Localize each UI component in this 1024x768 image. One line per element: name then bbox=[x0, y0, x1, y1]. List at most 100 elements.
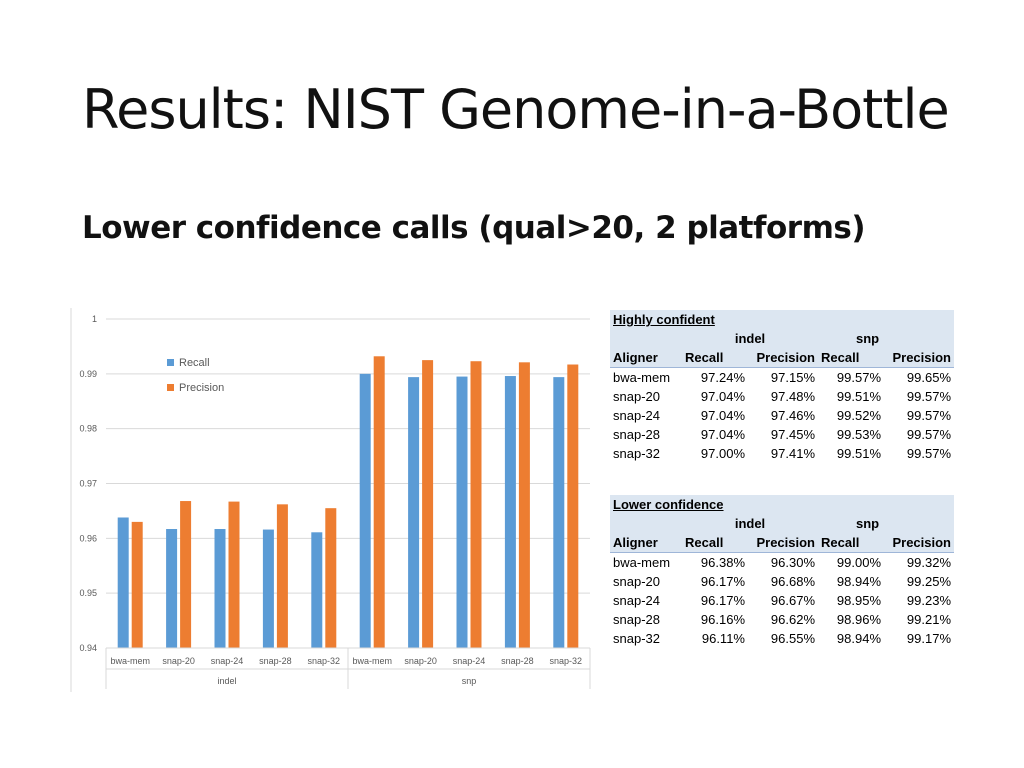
cell-indel-recall: 97.04% bbox=[700, 389, 745, 404]
header-indel-precision: Precision bbox=[748, 533, 818, 553]
table-row: bwa-mem 97.24% 97.15% 99.57% 99.65% bbox=[610, 368, 954, 388]
bar-recall bbox=[117, 517, 129, 648]
cell-indel-precision: 96.55% bbox=[770, 631, 815, 646]
bar-precision bbox=[422, 360, 434, 648]
bar-precision bbox=[180, 501, 192, 648]
cell-snp-precision: 99.57% bbox=[906, 389, 951, 404]
table-title: Lower confidence bbox=[610, 495, 748, 514]
cell-indel-precision: 96.67% bbox=[770, 593, 815, 608]
group-label-indel: indel bbox=[682, 514, 818, 533]
cell-aligner: snap-32 bbox=[613, 446, 660, 461]
header-indel-recall: Recall bbox=[682, 348, 748, 368]
cell-indel-precision: 96.68% bbox=[770, 574, 815, 589]
cell-snp-recall: 98.96% bbox=[836, 612, 881, 627]
cell-snp-recall: 99.52% bbox=[836, 408, 881, 423]
table-row: snap-32 97.00% 97.41% 99.51% 99.57% bbox=[610, 444, 954, 463]
bar-precision bbox=[567, 364, 579, 648]
cell-snp-precision: 99.25% bbox=[906, 574, 951, 589]
cell-indel-recall: 97.00% bbox=[700, 446, 745, 461]
y-tick-label: 0.96 bbox=[79, 533, 97, 543]
bar-precision bbox=[228, 501, 240, 648]
cell-aligner: snap-20 bbox=[613, 574, 660, 589]
group-label-snp: snp bbox=[818, 329, 954, 348]
x-tick-label: snap-20 bbox=[162, 656, 195, 666]
cell-indel-precision: 97.48% bbox=[770, 389, 815, 404]
y-tick-label: 0.95 bbox=[79, 588, 97, 598]
cell-indel-precision: 96.62% bbox=[770, 612, 815, 627]
table-row: snap-24 96.17% 96.67% 98.95% 99.23% bbox=[610, 591, 954, 610]
cell-indel-recall: 96.16% bbox=[700, 612, 745, 627]
bar-precision bbox=[470, 361, 482, 648]
header-snp-recall: Recall bbox=[818, 533, 884, 553]
x-tick-label: snap-28 bbox=[501, 656, 534, 666]
y-tick-label: 0.99 bbox=[79, 369, 97, 379]
header-indel-precision: Precision bbox=[748, 348, 818, 368]
table-body: bwa-mem 97.24% 97.15% 99.57% 99.65% snap-20 97… bbox=[610, 368, 954, 464]
header-aligner: Aligner bbox=[610, 533, 682, 553]
slide-title: Results: NIST Genome-in-a-Bottle bbox=[82, 78, 950, 141]
cell-aligner: snap-24 bbox=[613, 593, 660, 608]
cell-snp-precision: 99.57% bbox=[906, 427, 951, 442]
cell-aligner: snap-20 bbox=[613, 389, 660, 404]
cell-aligner: snap-24 bbox=[613, 408, 660, 423]
table-row: bwa-mem 96.38% 96.30% 99.00% 99.32% bbox=[610, 553, 954, 573]
bar-recall bbox=[359, 373, 371, 648]
bar-recall bbox=[166, 529, 178, 648]
table-body: bwa-mem 96.38% 96.30% 99.00% 99.32% snap-20 96… bbox=[610, 553, 954, 649]
x-tick-label: snap-20 bbox=[404, 656, 437, 666]
cell-indel-recall: 97.04% bbox=[700, 427, 745, 442]
cell-indel-recall: 97.24% bbox=[700, 370, 745, 385]
bar-chart: 1 0.99 0.98 0.97 0.96 0.95 0.94 bwa-mem snap-20 s… bbox=[70, 308, 592, 692]
bar-recall bbox=[214, 529, 226, 648]
y-tick-label: 1 bbox=[92, 314, 97, 324]
header-snp-precision: Precision bbox=[884, 533, 954, 553]
cell-aligner: bwa-mem bbox=[613, 370, 671, 385]
cell-aligner: bwa-mem bbox=[613, 555, 671, 570]
bar-chart-svg: 1 0.99 0.98 0.97 0.96 0.95 0.94 bwa-mem snap-20 s… bbox=[70, 308, 591, 692]
x-tick-label: snap-28 bbox=[259, 656, 292, 666]
cell-snp-precision: 99.57% bbox=[906, 408, 951, 423]
cell-snp-precision: 99.32% bbox=[906, 555, 951, 570]
bar-precision bbox=[518, 362, 530, 648]
cell-snp-precision: 99.21% bbox=[906, 612, 951, 627]
header-aligner: Aligner bbox=[610, 348, 682, 368]
cell-snp-precision: 99.23% bbox=[906, 593, 951, 608]
header-snp-precision: Precision bbox=[884, 348, 954, 368]
bar-recall bbox=[504, 376, 516, 648]
y-tick-label: 0.97 bbox=[79, 479, 97, 489]
legend-swatch-precision bbox=[167, 384, 174, 391]
group-label: indel bbox=[217, 676, 236, 686]
x-tick-label: snap-24 bbox=[453, 656, 486, 666]
cell-aligner: snap-32 bbox=[613, 631, 660, 646]
table-row: snap-24 97.04% 97.46% 99.52% 99.57% bbox=[610, 406, 954, 425]
highly-confident-table: Highly confident indel snp Aligner Recal… bbox=[610, 310, 954, 463]
bar-precision bbox=[276, 504, 288, 648]
x-tick-label: bwa-mem bbox=[352, 656, 392, 666]
cell-snp-precision: 99.57% bbox=[906, 446, 951, 461]
cell-indel-precision: 97.41% bbox=[770, 446, 815, 461]
cell-snp-recall: 99.51% bbox=[836, 446, 881, 461]
table-row: snap-20 96.17% 96.68% 98.94% 99.25% bbox=[610, 572, 954, 591]
cell-indel-recall: 96.17% bbox=[700, 574, 745, 589]
bar-recall bbox=[408, 377, 420, 648]
bar-recall bbox=[262, 529, 274, 648]
cell-indel-recall: 97.04% bbox=[700, 408, 745, 423]
y-tick-label: 0.98 bbox=[79, 424, 97, 434]
group-label-indel: indel bbox=[682, 329, 818, 348]
cell-snp-recall: 99.51% bbox=[836, 389, 881, 404]
cell-snp-recall: 98.95% bbox=[836, 593, 881, 608]
table-group-row: indel snp bbox=[610, 514, 954, 533]
y-tick-label: 0.94 bbox=[79, 643, 97, 653]
x-tick-label: snap-32 bbox=[550, 656, 583, 666]
cell-snp-recall: 99.00% bbox=[836, 555, 881, 570]
bar-precision bbox=[373, 356, 385, 648]
table-header-row: Aligner Recall Precision Recall Precisio… bbox=[610, 348, 954, 368]
cell-snp-recall: 99.53% bbox=[836, 427, 881, 442]
header-indel-recall: Recall bbox=[682, 533, 748, 553]
cell-indel-recall: 96.17% bbox=[700, 593, 745, 608]
header-snp-recall: Recall bbox=[818, 348, 884, 368]
x-tick-label: bwa-mem bbox=[110, 656, 150, 666]
x-tick-label: snap-32 bbox=[308, 656, 341, 666]
slide-subtitle: Lower confidence calls (qual>20, 2 platf… bbox=[82, 210, 866, 246]
cell-indel-precision: 97.46% bbox=[770, 408, 815, 423]
